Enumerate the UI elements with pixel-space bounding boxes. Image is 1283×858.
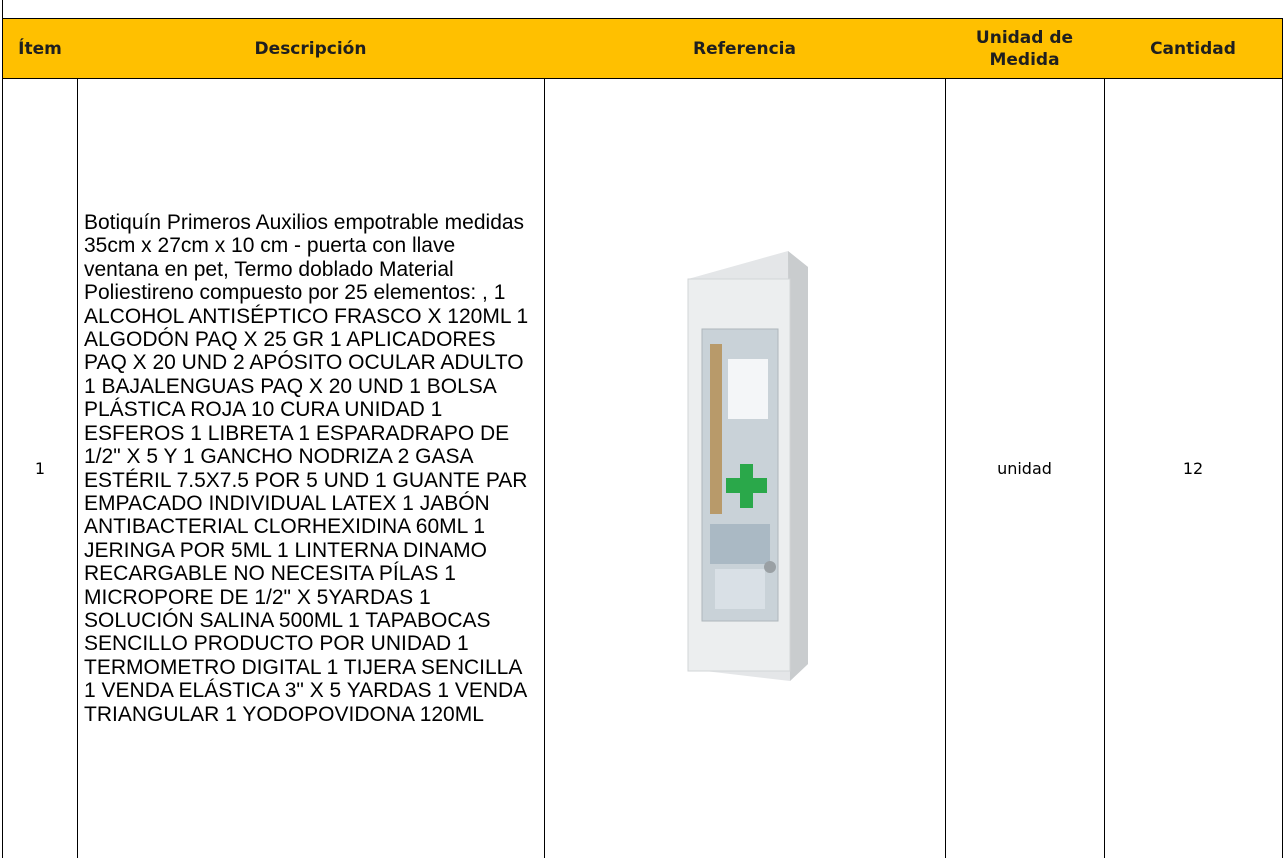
header-text: Descripción	[254, 38, 367, 59]
border	[2, 0, 3, 18]
cell: 1	[2, 79, 78, 858]
unit: unidad	[997, 459, 1052, 478]
header-cell: Unidad de Medida	[945, 18, 1105, 79]
header-text: Cantidad	[1150, 38, 1236, 59]
cell: Botiquín Primeros Auxilios empotrable me…	[77, 79, 545, 858]
header-text: Ítem	[18, 38, 62, 59]
cell	[544, 79, 946, 858]
header-cell: Referencia	[544, 18, 946, 79]
header-cell: Descripción	[77, 18, 545, 79]
header-text: Unidad de Medida	[975, 27, 1074, 70]
item-number: 1	[34, 459, 46, 478]
header-cell: Cantidad	[1104, 18, 1283, 79]
cell: unidad	[945, 79, 1105, 858]
cell: 12	[1104, 79, 1283, 858]
header-text: Referencia	[693, 38, 796, 59]
header-cell: Ítem	[2, 18, 78, 79]
product-image	[687, 250, 808, 681]
description: Botiquín Primeros Auxilios empotrable me…	[84, 211, 529, 726]
quantity: 12	[1182, 459, 1204, 478]
